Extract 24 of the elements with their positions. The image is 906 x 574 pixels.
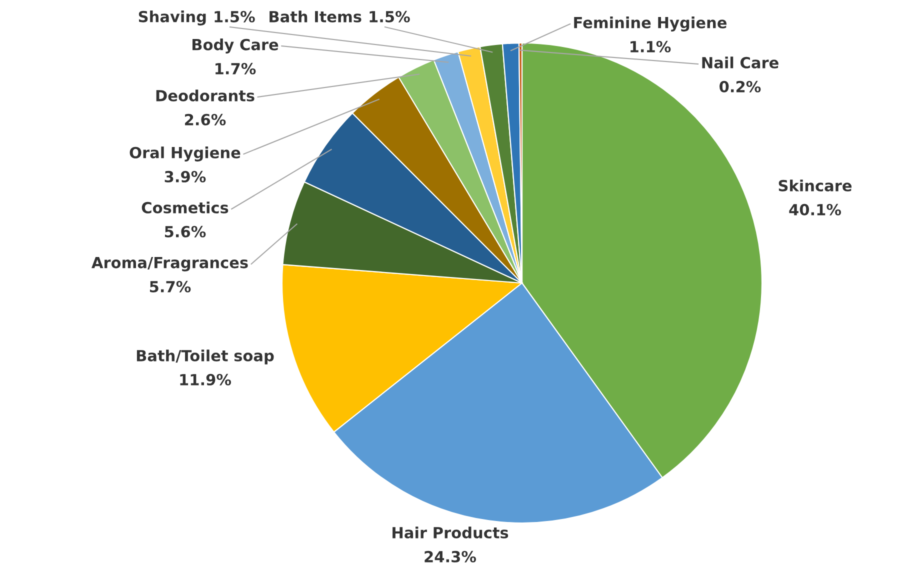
data-label: 0.2% — [720, 80, 761, 92]
slice-label: Aroma/Fragrances — [92, 256, 248, 272]
slice-label: Deodorants — [156, 90, 254, 102]
slice-label: Cosmetics — [142, 202, 228, 214]
data-label: 2.6% — [185, 114, 226, 126]
slice-label: Oral Hygiene — [130, 146, 240, 162]
slice-label: Bath Items — [270, 10, 362, 22]
data-label: 5.6% — [164, 226, 206, 238]
data-label: 5.7% — [150, 280, 191, 292]
data-label: 1.1% — [630, 40, 671, 52]
slice-label: Hair Products — [392, 526, 508, 538]
slice-label: Feminine Hygiene — [574, 16, 727, 32]
data-label: 24.3% — [424, 550, 476, 562]
slice-label: Bath/Toilet soap — [136, 350, 274, 364]
data-label: 1.5% — [214, 10, 255, 22]
slice-label: Body Care — [192, 38, 278, 54]
slice-label: Nail Care — [702, 56, 778, 68]
data-label: 3.9% — [164, 170, 206, 182]
slice-label: Shaving — [138, 10, 206, 26]
data-label: 40.1% — [789, 204, 842, 216]
data-label: 1.5% — [370, 10, 410, 22]
data-label: 11.9% — [180, 374, 232, 386]
slice-label: Skincare — [778, 180, 852, 192]
data-label: 1.7% — [216, 62, 256, 74]
